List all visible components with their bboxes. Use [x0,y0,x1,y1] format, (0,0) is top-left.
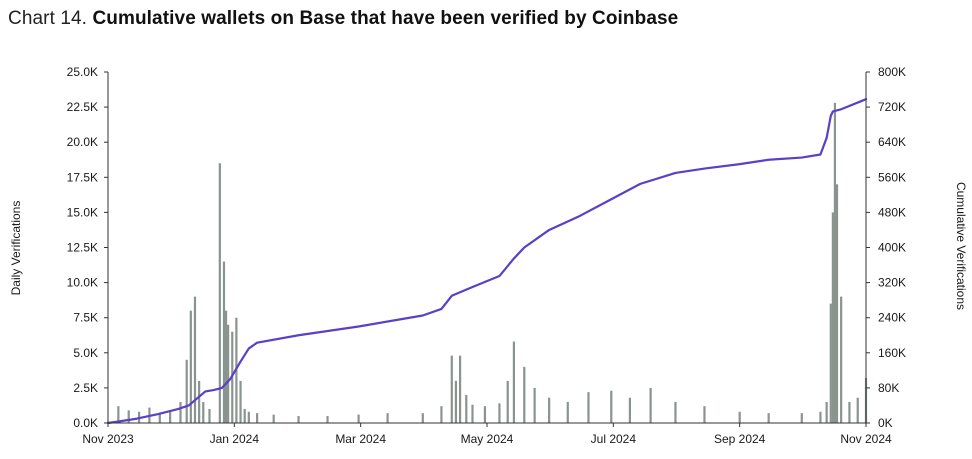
x-tick-label: Sep 2024 [714,432,766,446]
daily-verifications-bars [106,102,868,423]
daily-bar [649,387,652,423]
daily-bar [247,411,250,423]
daily-bar [587,392,590,423]
y-left-tick-label: 20.0K [67,135,98,149]
daily-bar [674,401,677,423]
daily-bar [848,401,851,423]
daily-bar [272,414,275,423]
y-right-tick-label: 800K [878,65,906,79]
daily-bar [566,401,569,423]
daily-bar [506,380,509,423]
y-right-tick-label: 640K [878,135,906,149]
y-right-tick-label: 560K [878,170,906,184]
x-tick-label: Mar 2024 [335,432,386,446]
daily-bar [127,410,130,423]
y-left-tick-label: 25.0K [67,65,98,79]
y-left-tick-label: 17.5K [67,170,98,184]
daily-bar [628,397,631,423]
daily-bar [117,406,120,423]
x-tick-label: Jul 2024 [591,432,637,446]
daily-bar [800,413,803,423]
y-right-tick-label: 320K [878,276,906,290]
daily-bar [158,413,161,423]
y-right-tick-label: 480K [878,205,906,219]
daily-bar [193,296,197,423]
daily-bar [421,413,424,423]
x-tick-label: Jan 2024 [210,432,260,446]
daily-bar [185,359,188,423]
daily-bar [856,397,859,423]
daily-bar [523,366,526,423]
daily-bar [512,341,516,423]
daily-bar [450,355,453,423]
daily-bar [703,406,706,423]
y-left-tick-label: 12.5K [67,241,98,255]
daily-bar [840,296,843,423]
daily-bar [483,406,487,423]
chart-axes: 0.0K 2.5K 5.0K 7.5K 10.0K 12.5K 15.0K 17.5K 20.0… [67,65,906,446]
y-left-tick-label: 7.5K [73,311,98,325]
daily-bar [533,387,536,423]
daily-bar [440,406,443,423]
y-axis-right-title: Cumulative Verifications [954,182,968,310]
daily-bar [256,413,259,423]
y-right-tick-label: 720K [878,100,906,114]
daily-bar [297,415,300,423]
y-left-tick-label: 22.5K [67,100,98,114]
y-axis-left-title: Daily Verifications [9,201,23,296]
daily-bar [218,163,221,423]
daily-bar [224,310,228,423]
y-right-tick-label: 160K [878,346,906,360]
daily-bar [386,413,389,423]
x-tick-label: May 2024 [461,432,514,446]
daily-bar [243,408,246,423]
daily-bar [169,411,172,423]
chart-title-main: Cumulative wallets on Base that have bee… [92,8,679,29]
y-left-tick-label: 10.0K [67,276,98,290]
y-left-tick-label: 5.0K [73,346,98,360]
x-tick-label: Nov 2023 [82,432,134,446]
daily-bar [819,411,822,423]
daily-bar [202,401,205,423]
daily-bar [458,355,462,423]
daily-bar [357,414,360,423]
daily-bar [548,397,551,423]
daily-bar [189,310,192,423]
y-right-tick-label: 0K [878,416,893,430]
daily-bar [179,401,182,423]
chart-title-prefix: Chart 14. [8,8,88,29]
y-left-tick-label: 0.0K [73,416,98,430]
daily-bar [767,413,770,423]
daily-bar [610,390,613,423]
cumulative-verifications-line [106,98,868,425]
chart-title: Chart 14. Cumulative wallets on Base tha… [8,8,678,30]
x-tick-label: Nov 2024 [840,432,892,446]
daily-bar [208,408,211,423]
daily-bar [471,404,474,423]
daily-bar [326,415,329,423]
daily-bar [835,184,839,423]
daily-bar [222,261,226,423]
daily-bar [833,102,837,423]
daily-bar [227,324,230,423]
daily-bar [825,401,828,423]
daily-bar [465,394,468,423]
y-left-tick-label: 2.5K [73,381,98,395]
daily-bar [831,212,834,423]
y-right-tick-label: 400K [878,241,906,255]
daily-bar [454,380,458,423]
daily-bar [239,380,242,423]
daily-bar [198,380,201,423]
daily-bar [829,303,832,423]
y-right-tick-label: 240K [878,311,906,325]
y-left-tick-label: 15.0K [67,205,98,219]
daily-bar [498,403,501,423]
y-right-tick-label: 80K [878,381,899,395]
daily-bar [738,411,741,423]
